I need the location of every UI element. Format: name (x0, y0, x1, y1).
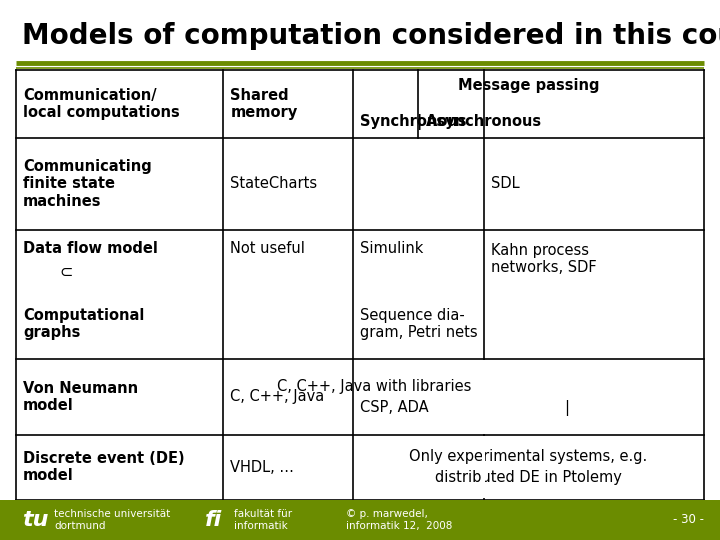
Text: Communicating
finite state
machines: Communicating finite state machines (23, 159, 152, 208)
Text: Models of computation considered in this course: Models of computation considered in this… (22, 22, 720, 50)
Text: Sequence dia-
gram, Petri nets: Sequence dia- gram, Petri nets (360, 308, 477, 340)
Text: StateCharts: StateCharts (230, 176, 318, 191)
Text: C, C++, Java: C, C++, Java (230, 389, 325, 404)
Text: VHDL, …: VHDL, … (230, 460, 294, 475)
Bar (482, 436, 485, 498)
Text: Shared
memory: Shared memory (230, 87, 297, 120)
Text: © p. marwedel,
informatik 12,  2008: © p. marwedel, informatik 12, 2008 (346, 509, 452, 530)
Text: distributed DE in Ptolemy: distributed DE in Ptolemy (435, 470, 622, 485)
Text: fakultät für
informatik: fakultät für informatik (234, 509, 292, 530)
Text: - 30 -: - 30 - (673, 513, 704, 526)
Text: Kahn process
networks, SDF: Kahn process networks, SDF (491, 243, 597, 275)
Text: Asynchronous: Asynchronous (426, 114, 541, 129)
Text: tu: tu (22, 510, 48, 530)
Bar (482, 360, 485, 434)
Text: |: | (564, 400, 570, 416)
Text: Communication/
local computations: Communication/ local computations (23, 87, 180, 120)
Text: Von Neumann
model: Von Neumann model (23, 381, 138, 413)
Text: SDL: SDL (491, 176, 520, 191)
Text: ⊂: ⊂ (59, 265, 73, 280)
Text: Simulink: Simulink (360, 241, 423, 256)
Text: Only experimental systems, e.g.: Only experimental systems, e.g. (410, 449, 647, 464)
Text: CSP, ADA: CSP, ADA (360, 400, 428, 415)
Text: technische universität
dortmund: technische universität dortmund (54, 509, 170, 530)
Text: Discrete event (DE)
model: Discrete event (DE) model (23, 451, 184, 483)
Text: Synchronous: Synchronous (360, 114, 467, 129)
Text: C, C++, Java with libraries: C, C++, Java with libraries (277, 379, 472, 394)
Text: |: | (415, 113, 421, 130)
Text: Message passing: Message passing (458, 78, 599, 93)
Text: Not useful: Not useful (230, 241, 305, 256)
Text: Data flow model: Data flow model (23, 241, 158, 256)
Bar (0, 500, 720, 540)
Text: fi: fi (205, 510, 222, 530)
Text: Computational
graphs: Computational graphs (23, 308, 145, 340)
